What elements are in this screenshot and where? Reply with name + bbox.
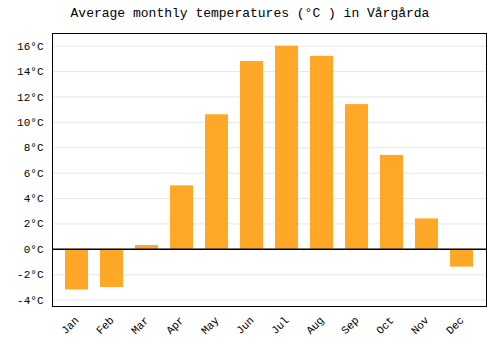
svg-text:May: May (199, 314, 222, 337)
svg-text:Feb: Feb (94, 314, 116, 336)
svg-text:8°C: 8°C (24, 142, 44, 154)
svg-text:Aug: Aug (304, 314, 326, 336)
svg-text:Jan: Jan (59, 314, 81, 336)
svg-text:Jul: Jul (269, 314, 291, 336)
svg-text:10°C: 10°C (17, 117, 44, 129)
svg-text:4°C: 4°C (24, 193, 44, 205)
svg-text:Jun: Jun (234, 314, 256, 336)
svg-text:-4°C: -4°C (17, 295, 44, 307)
html-text:Average monthly temperatures (: Average monthly temperatures (°C ) in Vå… (70, 6, 430, 21)
svg-text:-2°C: -2°C (17, 269, 44, 281)
svg-text:2°C: 2°C (24, 218, 44, 230)
svg-text:Apr: Apr (164, 314, 186, 336)
svg-text:Nov: Nov (409, 314, 432, 337)
svg-text:Dec: Dec (444, 314, 466, 336)
svg-text:12°C: 12°C (17, 92, 44, 104)
svg-text:16°C: 16°C (17, 41, 44, 53)
svg-text:Mar: Mar (129, 314, 151, 336)
svg-text:0°C: 0°C (24, 244, 44, 256)
svg-text:Oct: Oct (374, 314, 396, 336)
svg-text:14°C: 14°C (17, 66, 44, 78)
svg-text:6°C: 6°C (24, 168, 44, 180)
svg-text:Sep: Sep (339, 314, 361, 336)
